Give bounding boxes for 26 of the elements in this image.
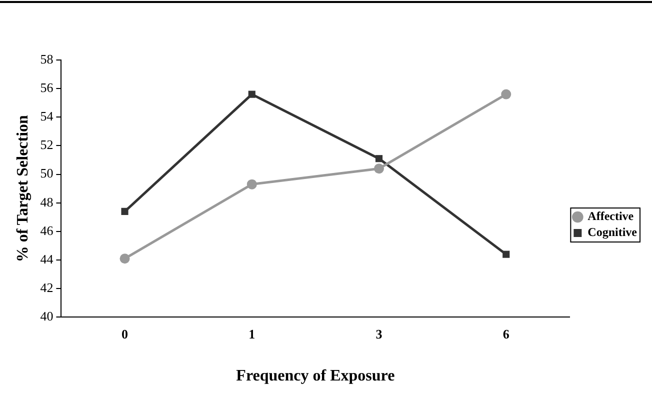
- point: [248, 90, 256, 98]
- y-tick-label: 58: [40, 51, 54, 66]
- y-tick-label: 48: [40, 194, 54, 210]
- y-tick-label: 56: [40, 80, 54, 95]
- x-tick-label: 3: [376, 326, 383, 342]
- y-axis-title: % of Target Selection: [14, 114, 32, 262]
- y-tick-label: 50: [40, 166, 54, 181]
- x-tick-label: 1: [248, 326, 256, 342]
- x-tick-label: 6: [502, 326, 510, 342]
- point: [502, 250, 510, 258]
- point: [246, 179, 257, 190]
- point: [120, 254, 130, 264]
- y-tick-label: 54: [40, 108, 54, 124]
- y-tick-label: 40: [40, 308, 54, 324]
- x-tick-label: 0: [122, 326, 128, 342]
- legend-label: Cognitive: [588, 225, 638, 240]
- point: [375, 155, 383, 162]
- point: [501, 89, 512, 100]
- y-tick-label: 44: [40, 251, 54, 266]
- y-tick-label: 52: [40, 137, 54, 152]
- x-axis-title: Frequency of Exposure: [236, 368, 395, 385]
- point: [121, 208, 128, 215]
- y-tick-label: 42: [40, 280, 54, 296]
- point: [374, 164, 384, 174]
- legend-label: Affective: [588, 209, 634, 224]
- y-tick-label: 46: [40, 222, 54, 238]
